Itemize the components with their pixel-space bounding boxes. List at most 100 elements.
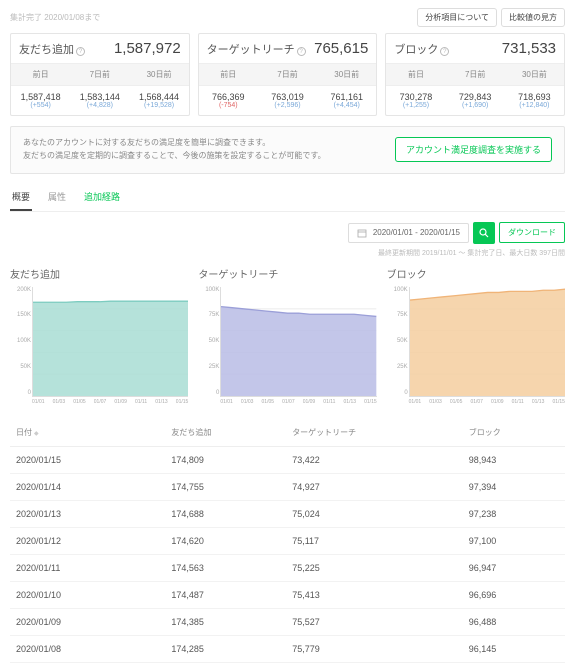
table-cell: 2020/01/09 <box>10 608 165 635</box>
analysis-items-button[interactable]: 分析項目について <box>417 8 497 27</box>
card-total: 731,533 <box>502 40 556 57</box>
survey-button[interactable]: アカウント満足度調査を実施する <box>395 137 552 162</box>
compare-values-button[interactable]: 比較値の見方 <box>501 8 565 27</box>
table-header[interactable]: ブロック <box>463 419 565 447</box>
info-icon[interactable]: ? <box>297 47 306 56</box>
card-value-cell: 730,278(+1,255) <box>386 86 445 115</box>
chart-area: 100K75K50K25K0 <box>409 287 565 397</box>
card-value-cell: 1,568,444(+19,528) <box>129 86 188 115</box>
tab-1[interactable]: 属性 <box>46 184 68 211</box>
table-cell: 75,117 <box>286 527 463 554</box>
card-col-header: 7日前 <box>70 64 129 85</box>
table-cell: 96,696 <box>463 581 565 608</box>
table-cell: 74,927 <box>286 473 463 500</box>
table-cell: 2020/01/13 <box>10 500 165 527</box>
table-cell: 97,394 <box>463 473 565 500</box>
table-cell: 2020/01/10 <box>10 581 165 608</box>
table-row: 2020/01/15174,80973,42298,943 <box>10 446 565 473</box>
chart-area: 100K75K50K25K0 <box>220 287 376 397</box>
table-row: 2020/01/10174,48775,41396,696 <box>10 581 565 608</box>
table-cell: 174,285 <box>165 635 286 662</box>
table-cell: 174,809 <box>165 446 286 473</box>
data-table: 日付◆友だち追加ターゲットリーチブロック 2020/01/15174,80973… <box>10 419 565 663</box>
table-cell: 97,100 <box>463 527 565 554</box>
card-col-header: 前日 <box>11 64 70 85</box>
card-col-header: 30日前 <box>505 64 564 85</box>
card-value-cell: 1,583,144(+4,828) <box>70 86 129 115</box>
chart-area: 200K150K100K50K0 <box>32 287 188 397</box>
metric-card: ターゲットリーチ? 765,615 前日7日前30日前 766,369(-754)… <box>198 33 378 116</box>
table-row: 2020/01/14174,75574,92797,394 <box>10 473 565 500</box>
info-icon[interactable]: ? <box>76 47 85 56</box>
table-cell: 2020/01/08 <box>10 635 165 662</box>
table-cell: 2020/01/14 <box>10 473 165 500</box>
download-button[interactable]: ダウンロード <box>499 222 565 243</box>
table-row: 2020/01/08174,28575,77996,145 <box>10 635 565 662</box>
table-cell: 2020/01/12 <box>10 527 165 554</box>
table-cell: 174,563 <box>165 554 286 581</box>
table-cell: 73,422 <box>286 446 463 473</box>
card-total: 765,615 <box>314 40 368 57</box>
card-total: 1,587,972 <box>114 40 181 57</box>
card-value-cell: 766,369(-754) <box>199 86 258 115</box>
card-col-header: 7日前 <box>446 64 505 85</box>
card-value-cell: 729,843(+1,690) <box>446 86 505 115</box>
survey-banner: あなたのアカウントに対する友だちの満足度を簡単に調査できます。 友だちの満足度を… <box>10 126 565 174</box>
card-value-cell: 761,161(+4,454) <box>317 86 376 115</box>
card-value-cell: 763,019(+2,596) <box>258 86 317 115</box>
period-note: 最終更新期間 2019/11/01 〜 集計完了日、最大日数 397日間 <box>10 248 565 258</box>
table-cell: 96,145 <box>463 635 565 662</box>
chart-title: 友だち追加 <box>10 266 188 281</box>
table-cell: 75,024 <box>286 500 463 527</box>
chart-title: ターゲットリーチ <box>198 266 376 281</box>
tab-0[interactable]: 概要 <box>10 184 32 211</box>
table-cell: 174,688 <box>165 500 286 527</box>
search-button[interactable] <box>473 222 495 244</box>
table-cell: 75,225 <box>286 554 463 581</box>
banner-line1: あなたのアカウントに対する友だちの満足度を簡単に調査できます。 <box>23 137 326 150</box>
sort-icon: ◆ <box>34 431 39 437</box>
chart-container: 友だち追加 200K150K100K50K0 01/0101/0301/0501… <box>10 266 188 405</box>
table-row: 2020/01/13174,68875,02497,238 <box>10 500 565 527</box>
card-title: ブロック? <box>394 41 449 57</box>
aggregation-timestamp: 集計完了 2020/01/08まで <box>10 12 100 23</box>
table-cell: 96,947 <box>463 554 565 581</box>
chart-container: ブロック 100K75K50K25K0 01/0101/0301/0501/07… <box>387 266 565 405</box>
table-cell: 75,527 <box>286 608 463 635</box>
card-col-header: 前日 <box>386 64 445 85</box>
chart-container: ターゲットリーチ 100K75K50K25K0 01/0101/0301/050… <box>198 266 376 405</box>
table-cell: 96,488 <box>463 608 565 635</box>
table-cell: 75,779 <box>286 635 463 662</box>
card-value-cell: 718,693(+12,840) <box>505 86 564 115</box>
table-header[interactable]: ターゲットリーチ <box>286 419 463 447</box>
banner-line2: 友だちの満足度を定期的に調査することで、今後の施策を設定することが可能です。 <box>23 150 326 163</box>
table-cell: 2020/01/15 <box>10 446 165 473</box>
chart-title: ブロック <box>387 266 565 281</box>
card-col-header: 7日前 <box>258 64 317 85</box>
calendar-icon <box>357 228 367 238</box>
table-header[interactable]: 日付◆ <box>10 419 165 447</box>
card-title: 友だち追加? <box>19 41 85 57</box>
search-icon <box>479 228 489 238</box>
table-cell: 174,385 <box>165 608 286 635</box>
table-header[interactable]: 友だち追加 <box>165 419 286 447</box>
table-cell: 97,238 <box>463 500 565 527</box>
info-icon[interactable]: ? <box>440 47 449 56</box>
card-col-header: 前日 <box>199 64 258 85</box>
card-col-header: 30日前 <box>129 64 188 85</box>
metric-card: ブロック? 731,533 前日7日前30日前 730,278(+1,255)72… <box>385 33 565 116</box>
table-cell: 174,755 <box>165 473 286 500</box>
card-title: ターゲットリーチ? <box>207 41 306 57</box>
table-cell: 75,413 <box>286 581 463 608</box>
table-cell: 174,620 <box>165 527 286 554</box>
table-cell: 98,943 <box>463 446 565 473</box>
card-value-cell: 1,587,418(+554) <box>11 86 70 115</box>
table-cell: 174,487 <box>165 581 286 608</box>
table-row: 2020/01/09174,38575,52796,488 <box>10 608 565 635</box>
table-row: 2020/01/12174,62075,11797,100 <box>10 527 565 554</box>
date-range-picker[interactable]: 2020/01/01 - 2020/01/15 <box>348 223 469 243</box>
table-row: 2020/01/11174,56375,22596,947 <box>10 554 565 581</box>
card-col-header: 30日前 <box>317 64 376 85</box>
tab-2[interactable]: 追加経路 <box>82 184 122 211</box>
metric-card: 友だち追加? 1,587,972 前日7日前30日前 1,587,418(+554… <box>10 33 190 116</box>
